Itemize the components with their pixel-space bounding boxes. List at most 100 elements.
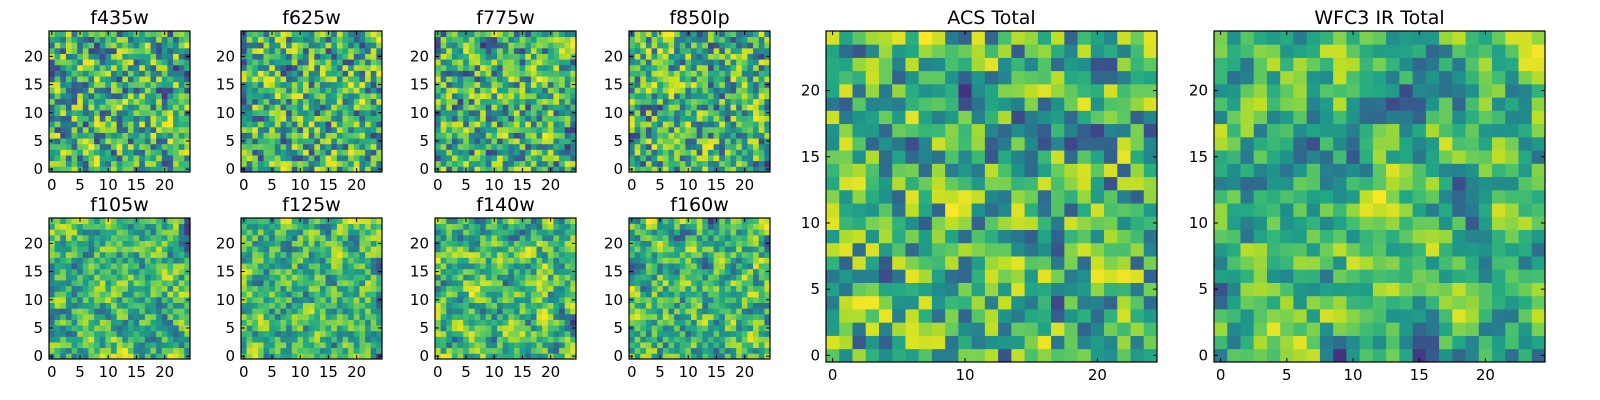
heatmap-cell — [88, 47, 95, 54]
heatmap-cell — [178, 42, 185, 49]
heatmap-cell — [674, 59, 681, 66]
heatmap-cell — [365, 132, 372, 139]
heatmap-cell — [269, 325, 276, 332]
heatmap-cell — [94, 143, 101, 150]
heatmap-cell — [497, 87, 504, 94]
heatmap-cell — [525, 132, 532, 139]
heatmap-cell — [167, 126, 174, 133]
heatmap-cell — [246, 76, 253, 83]
heatmap-cell — [629, 336, 636, 343]
heatmap-cell — [269, 342, 276, 349]
heatmap-cell — [480, 330, 487, 337]
heatmap-cell — [468, 104, 475, 111]
heatmap-cell — [724, 138, 731, 145]
heatmap-cell — [342, 104, 349, 111]
heatmap-cell — [370, 268, 377, 275]
heatmap-cell — [564, 313, 571, 320]
heatmap-cell — [674, 109, 681, 116]
heatmap-cell — [691, 64, 698, 71]
x-tick-label: 15 — [319, 176, 338, 194]
heatmap-cell — [65, 336, 72, 343]
heatmap-cell — [542, 81, 549, 88]
heatmap-cell — [491, 109, 498, 116]
heatmap-cell — [60, 342, 67, 349]
heatmap-cell — [105, 109, 112, 116]
heatmap-cell — [553, 336, 560, 343]
heatmap-cell — [542, 302, 549, 309]
heatmap-cell — [764, 121, 771, 128]
heatmap-cell — [116, 138, 123, 145]
heatmap-cell — [451, 126, 458, 133]
heatmap-cell — [491, 285, 498, 292]
heatmap-cell — [297, 336, 304, 343]
heatmap-cell — [342, 330, 349, 337]
heatmap-cell — [167, 64, 174, 71]
heatmap-cell — [359, 93, 366, 100]
heatmap-cell — [319, 132, 326, 139]
heatmap-cell — [274, 81, 281, 88]
heatmap-cell — [280, 274, 287, 281]
heatmap-cell — [280, 263, 287, 270]
heatmap-cell — [741, 47, 748, 54]
heatmap-cell — [553, 98, 560, 105]
heatmap-cell — [269, 268, 276, 275]
heatmap-cell — [724, 160, 731, 167]
heatmap-cell — [133, 330, 140, 337]
heatmap-cell — [530, 64, 537, 71]
heatmap-cell — [77, 115, 84, 122]
heatmap-cell — [730, 280, 737, 287]
heatmap-cell — [348, 263, 355, 270]
heatmap-cell — [508, 353, 515, 360]
heatmap-cell — [480, 308, 487, 315]
heatmap-cell — [71, 126, 78, 133]
heatmap-cell — [480, 274, 487, 281]
heatmap-cell — [77, 64, 84, 71]
heatmap-cell — [257, 31, 264, 38]
heatmap-cell — [662, 166, 669, 173]
heatmap-cell — [553, 47, 560, 54]
heatmap-cell — [730, 59, 737, 66]
heatmap-cell — [435, 98, 442, 105]
heatmap-cell — [156, 31, 163, 38]
heatmap-cell — [365, 98, 372, 105]
heatmap-cell — [691, 104, 698, 111]
heatmap-cell — [536, 330, 543, 337]
heatmap-cell — [525, 109, 532, 116]
heatmap-cell — [105, 143, 112, 150]
heatmap-cell — [342, 115, 349, 122]
heatmap-cell — [133, 257, 140, 264]
heatmap-cell — [71, 263, 78, 270]
heatmap-cell — [542, 218, 549, 225]
heatmap-cell — [150, 155, 157, 162]
heatmap-cell — [474, 53, 481, 60]
heatmap-cell — [674, 302, 681, 309]
heatmap-cell — [71, 53, 78, 60]
heatmap-cell — [82, 325, 89, 332]
heatmap-cell — [457, 132, 464, 139]
heatmap-cell — [707, 285, 714, 292]
heatmap-cell — [314, 47, 321, 54]
heatmap-cell — [54, 291, 61, 298]
heatmap-cell — [691, 70, 698, 77]
heatmap-cell — [491, 302, 498, 309]
heatmap-cell — [167, 274, 174, 281]
heatmap-cell — [753, 302, 760, 309]
heatmap-cell — [122, 160, 129, 167]
heatmap-cell — [435, 42, 442, 49]
heatmap-cell — [480, 229, 487, 236]
heatmap-cell — [353, 81, 360, 88]
heatmap-cell — [559, 104, 566, 111]
heatmap-cell — [724, 109, 731, 116]
heatmap-cell — [291, 59, 298, 66]
heatmap-cell — [662, 353, 669, 360]
heatmap-cell — [139, 149, 146, 156]
heatmap-cell — [634, 143, 641, 150]
heatmap-cell — [331, 47, 338, 54]
heatmap-cell — [241, 330, 248, 337]
heatmap-cell — [474, 268, 481, 275]
heatmap-cell — [133, 36, 140, 43]
heatmap-cell — [280, 291, 287, 298]
heatmap-cell — [99, 155, 106, 162]
heatmap-cell — [451, 132, 458, 139]
heatmap-cell — [463, 160, 470, 167]
